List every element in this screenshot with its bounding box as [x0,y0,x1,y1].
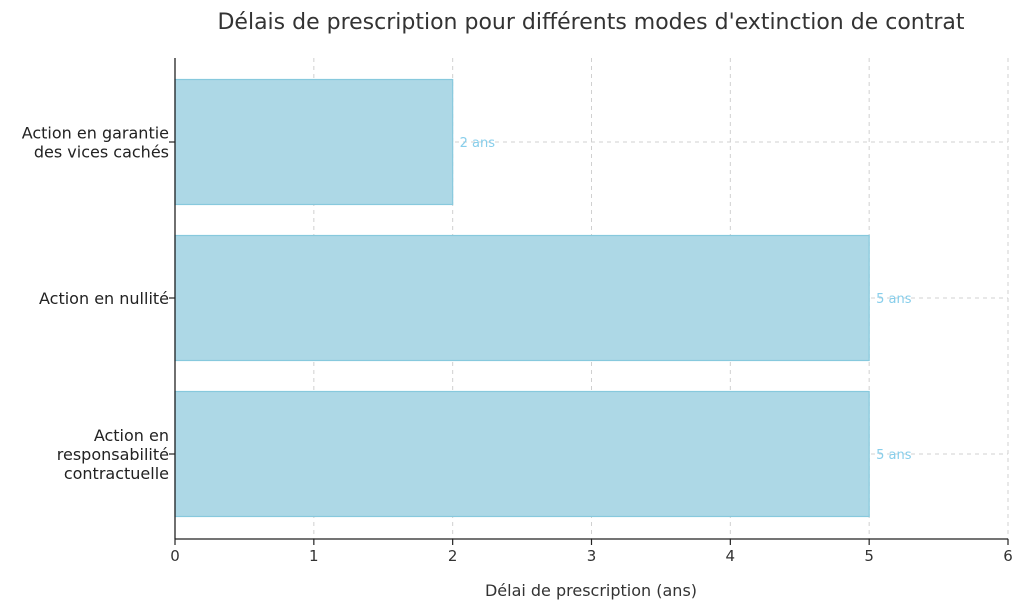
data-label: 5 ans [876,448,912,463]
category-label-line: Action en [94,426,169,445]
category-label-line: contractuelle [64,464,169,483]
x-tick-label: 0 [170,547,180,565]
category-label: Action en responsabilité contractuelle [57,426,169,483]
x-tick-label: 5 [864,547,874,565]
bar [174,78,454,206]
category-label: Action en nullité [39,289,169,308]
data-label: 5 ans [876,292,912,307]
category-label-line: Action en garantie [22,124,169,143]
bar [174,234,870,362]
x-tick-label: 3 [587,547,597,565]
category-label-line: des vices cachés [34,143,169,162]
labels: 0 1 2 3 4 5 6 2 ans Action en garantie des vices … [22,124,1013,566]
bars [174,78,870,518]
category-label-line: responsabilité [57,445,169,464]
x-tick-label: 6 [1003,547,1013,565]
bar [174,390,870,518]
x-tick-label: 2 [448,547,458,565]
x-axis-label: Délai de prescription (ans) [485,581,697,600]
chart-title: Délais de prescription pour différents m… [217,10,964,35]
x-tick-label: 4 [726,547,736,565]
x-tick-label: 1 [309,547,319,565]
data-label: 2 ans [460,136,496,151]
category-label: Action en garantie des vices cachés [22,124,169,162]
category-label-line: Action en nullité [39,289,169,308]
axes [169,58,1009,545]
